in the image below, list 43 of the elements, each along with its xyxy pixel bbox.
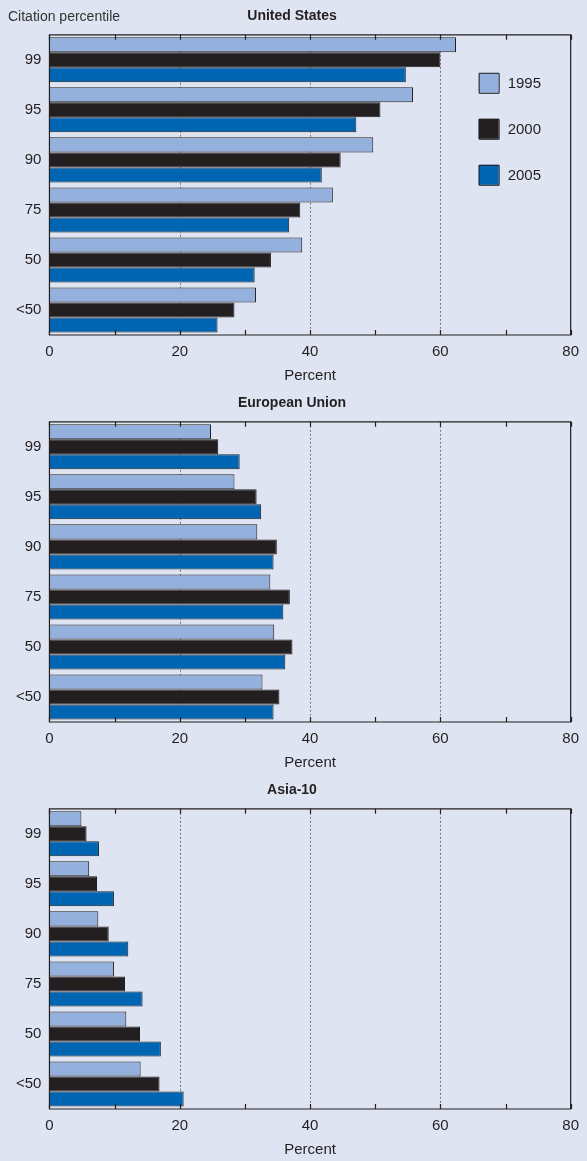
x-tick-label: 20 <box>171 1116 189 1134</box>
x-tick-label: 60 <box>432 1116 449 1134</box>
y-tick-label: <50 <box>15 1074 42 1092</box>
y-tick-label: 95 <box>24 873 42 891</box>
x-tick-label: 0 <box>45 342 54 360</box>
x-axis-title: Percent <box>284 366 337 384</box>
legend-label: 1995 <box>507 73 542 91</box>
y-tick-label: 99 <box>24 823 42 841</box>
y-tick-label: 90 <box>24 537 42 555</box>
x-tick-label: 40 <box>301 342 319 360</box>
legend-label: 2005 <box>507 165 542 183</box>
x-tick-label: 40 <box>301 729 319 747</box>
y-tick-label: 90 <box>24 924 42 942</box>
x-tick-label: 20 <box>171 342 189 360</box>
y-tick-label: 99 <box>24 49 42 67</box>
chart-title: Asia-10 <box>267 781 318 798</box>
x-tick-label: 0 <box>45 1116 54 1134</box>
y-tick-label: 90 <box>24 150 42 168</box>
y-tick-label: 50 <box>24 1024 42 1042</box>
x-tick-label: 40 <box>301 1116 319 1134</box>
y-tick-label: 75 <box>24 200 42 218</box>
chart-title: European Union <box>237 394 347 411</box>
x-tick-label: 80 <box>562 342 579 360</box>
y-tick-label: 75 <box>24 974 42 992</box>
y-tick-label: 95 <box>24 99 42 117</box>
x-axis-title: Percent <box>284 753 337 771</box>
x-tick-label: 20 <box>171 729 189 747</box>
y-tick-label: <50 <box>15 687 42 705</box>
y-tick-label: 99 <box>24 436 42 454</box>
x-tick-label: 60 <box>432 342 449 360</box>
y-tick-label: <50 <box>15 300 42 318</box>
y-axis-title: Citation percentile <box>8 7 121 24</box>
x-tick-label: 0 <box>45 729 54 747</box>
y-tick-label: 50 <box>24 250 42 268</box>
x-tick-label: 80 <box>562 1116 579 1134</box>
y-tick-label: 50 <box>24 637 42 655</box>
x-axis-title: Percent <box>284 1140 337 1158</box>
y-tick-label: 95 <box>24 486 42 504</box>
chart-title: United States <box>247 7 337 24</box>
x-tick-label: 60 <box>432 729 449 747</box>
x-tick-label: 80 <box>562 729 579 747</box>
legend-label: 2000 <box>507 119 542 137</box>
y-tick-label: 75 <box>24 587 42 605</box>
